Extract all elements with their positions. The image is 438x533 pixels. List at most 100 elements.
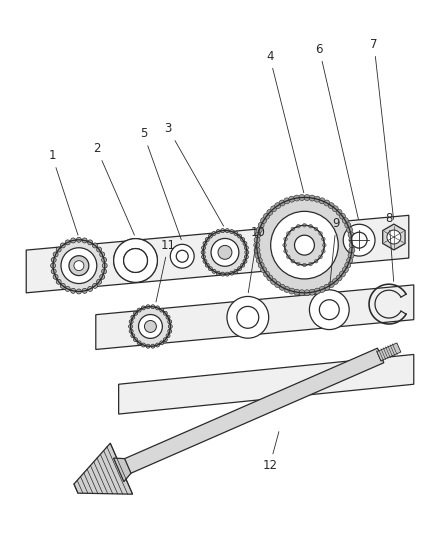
Circle shape	[233, 269, 237, 273]
Circle shape	[76, 289, 81, 294]
Circle shape	[92, 284, 97, 288]
Circle shape	[318, 232, 321, 235]
Circle shape	[348, 242, 354, 248]
Circle shape	[53, 274, 58, 279]
Circle shape	[229, 230, 233, 233]
Circle shape	[336, 275, 341, 281]
Circle shape	[166, 334, 170, 338]
Circle shape	[283, 249, 287, 253]
Circle shape	[270, 212, 337, 279]
Circle shape	[304, 195, 309, 200]
Circle shape	[56, 279, 61, 284]
Circle shape	[88, 286, 92, 292]
Circle shape	[167, 320, 171, 324]
Circle shape	[266, 209, 272, 215]
Circle shape	[283, 198, 289, 204]
Circle shape	[163, 311, 167, 316]
Circle shape	[263, 213, 269, 219]
Circle shape	[216, 271, 220, 275]
Text: 5: 5	[139, 127, 181, 240]
Circle shape	[101, 257, 106, 262]
Circle shape	[151, 305, 155, 309]
Polygon shape	[382, 224, 404, 250]
Circle shape	[133, 337, 137, 342]
Circle shape	[348, 237, 354, 243]
Circle shape	[170, 244, 194, 268]
Circle shape	[244, 255, 248, 259]
Circle shape	[321, 249, 325, 253]
Circle shape	[258, 222, 264, 228]
Circle shape	[50, 263, 56, 268]
Circle shape	[201, 255, 205, 259]
Text: 9: 9	[329, 217, 339, 287]
Circle shape	[146, 305, 150, 309]
Circle shape	[274, 281, 280, 288]
Circle shape	[314, 227, 317, 231]
Circle shape	[283, 237, 287, 241]
Circle shape	[342, 266, 347, 273]
Circle shape	[290, 260, 294, 263]
Circle shape	[263, 271, 269, 277]
Circle shape	[253, 242, 259, 248]
Circle shape	[203, 230, 246, 274]
Circle shape	[129, 320, 133, 324]
Circle shape	[71, 288, 75, 293]
Circle shape	[240, 238, 244, 241]
Circle shape	[71, 238, 75, 243]
Circle shape	[96, 279, 101, 284]
Circle shape	[113, 239, 157, 282]
Circle shape	[216, 230, 220, 233]
Circle shape	[211, 238, 238, 266]
Circle shape	[131, 315, 134, 319]
Circle shape	[270, 279, 276, 285]
Circle shape	[69, 256, 88, 276]
Circle shape	[99, 274, 104, 279]
Circle shape	[309, 290, 348, 329]
Circle shape	[151, 344, 155, 348]
Polygon shape	[118, 354, 413, 414]
Text: 10: 10	[247, 225, 265, 293]
Circle shape	[133, 311, 137, 316]
Circle shape	[322, 244, 325, 247]
Circle shape	[348, 247, 354, 253]
Circle shape	[233, 231, 237, 236]
Circle shape	[282, 244, 286, 247]
Circle shape	[237, 234, 241, 238]
Circle shape	[242, 241, 246, 246]
Circle shape	[288, 196, 294, 202]
Circle shape	[237, 306, 258, 328]
Circle shape	[343, 224, 374, 256]
Circle shape	[99, 252, 104, 257]
Circle shape	[266, 275, 272, 281]
Circle shape	[124, 248, 147, 272]
Circle shape	[328, 203, 333, 208]
Circle shape	[318, 198, 325, 204]
Circle shape	[242, 259, 246, 263]
Polygon shape	[74, 443, 132, 494]
Circle shape	[344, 222, 350, 228]
Circle shape	[225, 229, 229, 232]
Circle shape	[256, 197, 351, 293]
Circle shape	[212, 231, 215, 236]
Circle shape	[346, 257, 352, 263]
Circle shape	[339, 271, 345, 277]
Circle shape	[296, 262, 300, 266]
Circle shape	[342, 217, 347, 223]
Circle shape	[283, 286, 289, 293]
Circle shape	[96, 247, 101, 252]
Circle shape	[279, 284, 284, 290]
Circle shape	[65, 240, 70, 245]
Circle shape	[237, 266, 241, 271]
Circle shape	[82, 288, 87, 293]
Circle shape	[159, 308, 163, 312]
Circle shape	[51, 257, 56, 262]
Circle shape	[296, 224, 300, 228]
Circle shape	[258, 262, 264, 268]
Circle shape	[220, 229, 224, 232]
Circle shape	[308, 224, 312, 228]
Circle shape	[254, 247, 259, 253]
Circle shape	[344, 262, 350, 268]
Circle shape	[328, 281, 333, 288]
Circle shape	[92, 243, 97, 248]
Circle shape	[294, 235, 314, 255]
